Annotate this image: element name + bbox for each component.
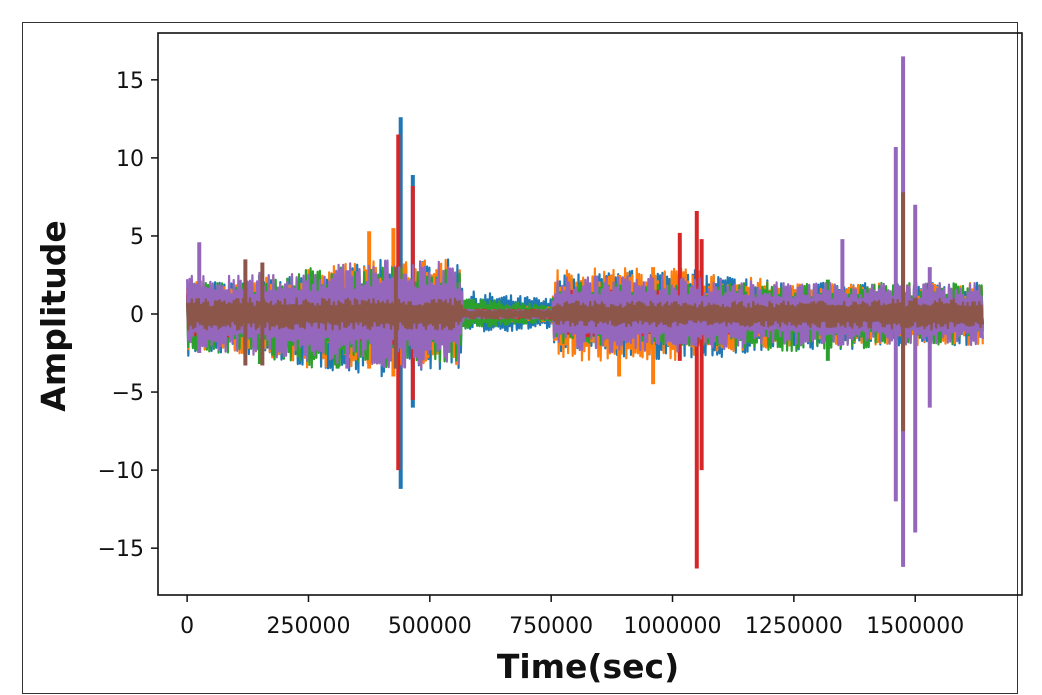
y-tick-label: 15 xyxy=(116,69,144,94)
y-axis-ticks: 15 10 5 0 −5 −10 −15 xyxy=(98,69,158,562)
series-6-trace xyxy=(187,192,983,431)
y-tick-label: 5 xyxy=(130,225,144,250)
y-axis-title: Amplitude xyxy=(34,220,73,411)
x-axis-ticks: 0 250000 500000 750000 1000000 1250000 1500000 xyxy=(180,595,964,639)
x-axis-title: Time(sec) xyxy=(497,647,679,686)
y-tick-label: −15 xyxy=(98,537,144,562)
x-tick-label: 750000 xyxy=(509,614,593,639)
x-tick-label: 0 xyxy=(180,614,194,639)
x-tick-label: 1250000 xyxy=(745,614,843,639)
x-tick-label: 250000 xyxy=(266,614,350,639)
y-tick-label: −5 xyxy=(112,381,144,406)
y-tick-label: 0 xyxy=(130,303,144,328)
y-tick-label: 10 xyxy=(116,147,144,172)
x-tick-label: 1000000 xyxy=(624,614,722,639)
series-layer xyxy=(187,56,983,568)
x-tick-label: 1500000 xyxy=(866,614,964,639)
x-tick-label: 500000 xyxy=(388,614,472,639)
y-tick-label: −10 xyxy=(98,459,144,484)
